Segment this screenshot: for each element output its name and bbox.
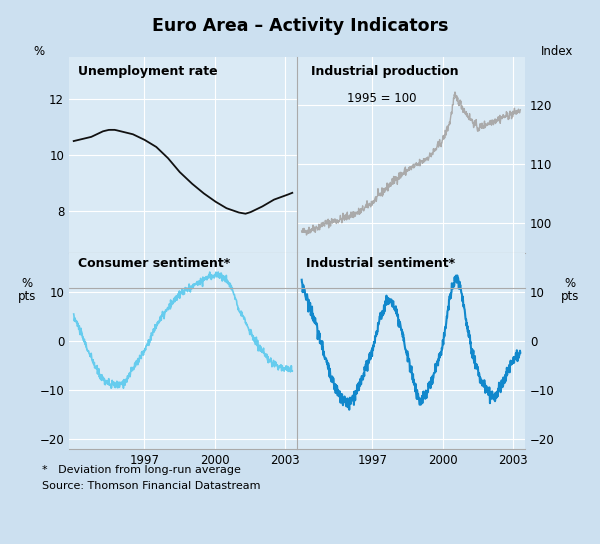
- Text: Unemployment rate: Unemployment rate: [78, 65, 218, 78]
- Text: *   Deviation from long-run average: * Deviation from long-run average: [42, 465, 241, 475]
- Text: Consumer sentiment*: Consumer sentiment*: [78, 257, 230, 270]
- Text: Source: Thomson Financial Datastream: Source: Thomson Financial Datastream: [42, 481, 260, 491]
- Text: Industrial production: Industrial production: [311, 65, 458, 78]
- Text: %
pts: % pts: [561, 277, 579, 304]
- Text: 1995 = 100: 1995 = 100: [347, 92, 416, 106]
- Text: Index: Index: [541, 45, 573, 58]
- Text: %
pts: % pts: [18, 277, 36, 304]
- Text: %: %: [34, 45, 44, 58]
- Text: Industrial sentiment*: Industrial sentiment*: [306, 257, 455, 270]
- Text: Euro Area – Activity Indicators: Euro Area – Activity Indicators: [152, 17, 448, 35]
